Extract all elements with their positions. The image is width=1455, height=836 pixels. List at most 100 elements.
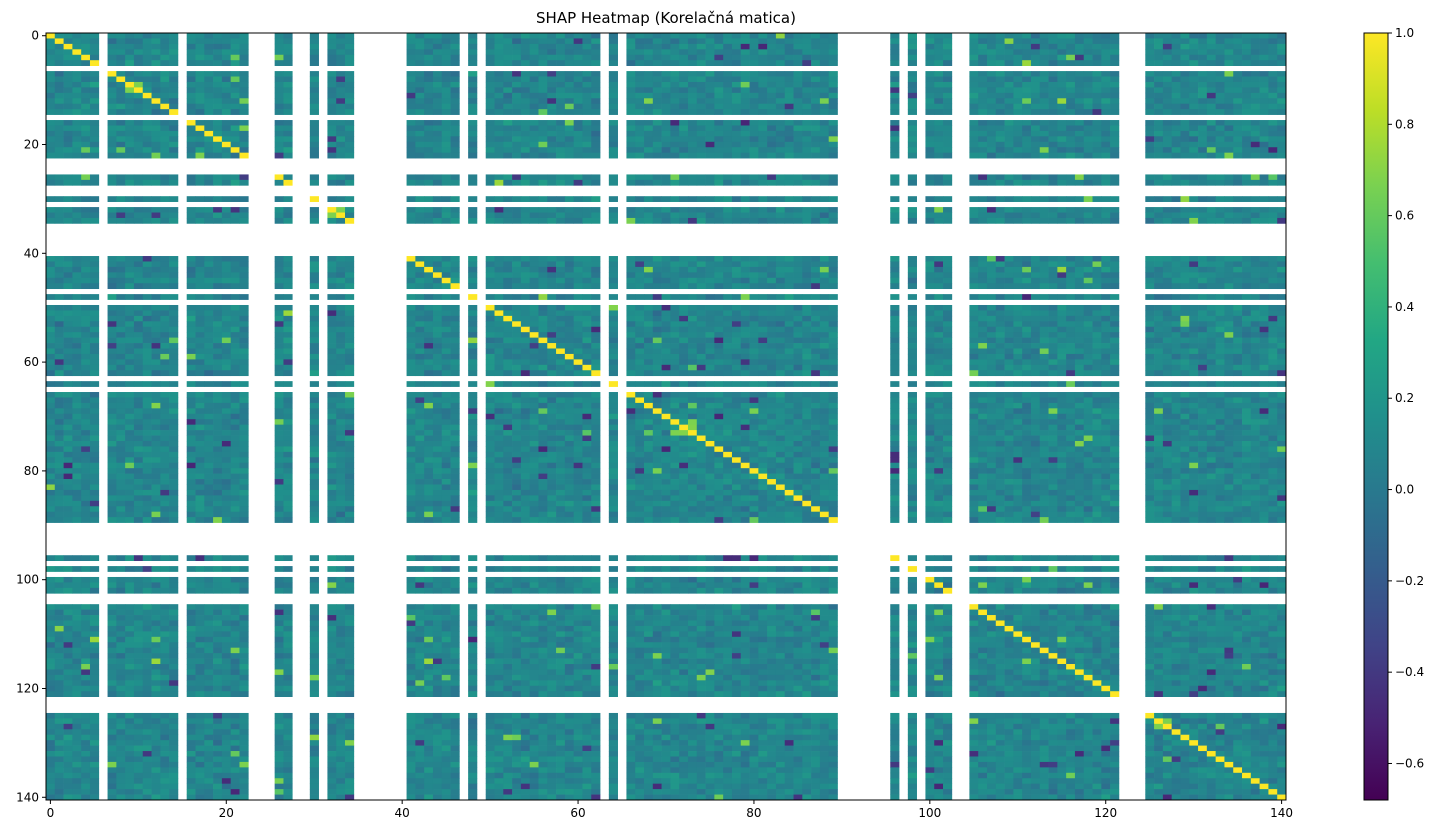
heatmap-cell xyxy=(986,217,997,224)
heatmap-cell xyxy=(1206,343,1216,349)
heatmap-cell xyxy=(1030,43,1041,50)
heatmap-cell xyxy=(767,136,777,143)
heatmap-cell xyxy=(793,98,803,105)
heatmap-cell xyxy=(696,98,706,105)
heatmap-cell xyxy=(221,207,232,213)
heatmap-cell xyxy=(1259,212,1269,219)
heatmap-cell xyxy=(828,294,838,300)
heatmap-cell xyxy=(1162,38,1173,45)
heatmap-cell xyxy=(54,283,64,290)
heatmap-cell xyxy=(1022,76,1032,83)
heatmap-cell xyxy=(723,71,733,77)
heatmap-cell xyxy=(670,120,680,126)
heatmap-cell xyxy=(186,207,196,213)
heatmap-cell xyxy=(1048,256,1058,262)
heatmap-cell xyxy=(969,87,979,94)
heatmap-cell xyxy=(1189,33,1199,39)
heatmap-cell xyxy=(1189,136,1199,143)
heatmap-cell xyxy=(582,196,592,202)
heatmap-cell xyxy=(169,310,179,317)
heatmap-cell xyxy=(406,343,416,349)
heatmap-cell xyxy=(1066,353,1076,360)
heatmap-cell xyxy=(1110,179,1120,186)
heatmap-cell xyxy=(1022,304,1032,311)
heatmap-cell xyxy=(1180,49,1190,56)
heatmap-cell xyxy=(556,337,566,344)
heatmap-cell xyxy=(556,87,566,94)
heatmap-cell xyxy=(441,315,451,322)
heatmap-cell xyxy=(1013,196,1023,202)
heatmap-cell xyxy=(72,136,82,143)
heatmap-cell xyxy=(1242,277,1252,284)
heatmap-cell xyxy=(63,92,73,99)
heatmap-cell xyxy=(591,71,601,77)
heatmap-cell xyxy=(432,353,443,360)
heatmap-cell xyxy=(749,266,759,273)
heatmap-cell xyxy=(687,141,698,148)
heatmap-cell xyxy=(441,33,451,39)
heatmap-cell xyxy=(1171,272,1181,279)
heatmap-cell xyxy=(54,326,64,333)
heatmap-cell xyxy=(283,43,293,50)
heatmap-cell xyxy=(1066,196,1076,202)
heatmap-cell xyxy=(441,310,451,317)
heatmap-cell xyxy=(784,272,794,279)
heatmap-cell xyxy=(1162,103,1173,110)
heatmap-cell xyxy=(169,130,179,137)
heatmap-cell xyxy=(1189,353,1199,360)
heatmap-cell xyxy=(142,130,152,137)
heatmap-cell xyxy=(441,261,451,268)
heatmap-cell xyxy=(679,76,689,83)
heatmap-cell xyxy=(775,43,786,50)
heatmap-cell xyxy=(644,283,654,290)
heatmap-cell xyxy=(116,266,126,273)
heatmap-cell xyxy=(538,294,548,300)
heatmap-cell xyxy=(626,71,636,77)
heatmap-cell xyxy=(494,71,504,77)
heatmap-cell xyxy=(714,92,724,99)
heatmap-cell xyxy=(1083,196,1093,202)
heatmap-cell xyxy=(687,256,698,262)
heatmap-cell xyxy=(204,332,214,338)
heatmap-cell xyxy=(441,141,451,148)
heatmap-cell xyxy=(327,337,337,344)
heatmap-cell xyxy=(687,207,698,213)
heatmap-cell xyxy=(512,109,522,115)
heatmap-cell xyxy=(934,326,944,333)
heatmap-cell xyxy=(1092,272,1102,279)
heatmap-cell xyxy=(679,207,689,213)
heatmap-cell xyxy=(415,212,425,219)
heatmap-cell xyxy=(811,212,821,219)
heatmap-cell xyxy=(1092,217,1102,224)
heatmap-cell xyxy=(415,141,425,148)
heatmap-cell xyxy=(468,207,478,213)
heatmap-cell xyxy=(309,283,319,290)
heatmap-cell xyxy=(1004,359,1014,366)
heatmap-cell xyxy=(415,266,425,273)
heatmap-cell xyxy=(626,54,636,61)
heatmap-cell xyxy=(1233,147,1243,154)
heatmap-cell xyxy=(731,136,742,143)
heatmap-cell xyxy=(538,54,548,61)
heatmap-cell xyxy=(1171,266,1181,273)
heatmap-cell xyxy=(485,310,495,317)
heatmap-cell xyxy=(943,43,953,50)
heatmap-cell xyxy=(1268,49,1278,56)
heatmap-cell xyxy=(969,310,979,317)
heatmap-cell xyxy=(107,261,117,268)
heatmap-cell xyxy=(934,196,944,202)
heatmap-cell xyxy=(1022,310,1032,317)
heatmap-cell xyxy=(1092,310,1102,317)
heatmap-cell xyxy=(1250,348,1260,355)
heatmap-cell xyxy=(336,81,346,88)
heatmap-cell xyxy=(1101,71,1111,77)
heatmap-cell xyxy=(1013,343,1023,349)
heatmap-cell xyxy=(670,141,680,148)
heatmap-cell xyxy=(793,266,803,273)
heatmap-cell xyxy=(327,272,337,279)
heatmap-cell xyxy=(591,120,601,126)
heatmap-cell xyxy=(556,348,566,355)
heatmap-cell xyxy=(1277,310,1287,317)
heatmap-cell xyxy=(204,103,214,110)
heatmap-cell xyxy=(1066,130,1076,137)
